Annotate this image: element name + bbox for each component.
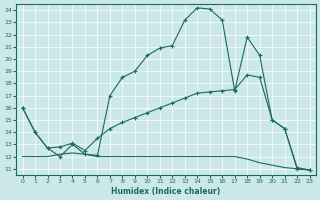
X-axis label: Humidex (Indice chaleur): Humidex (Indice chaleur): [111, 187, 221, 196]
